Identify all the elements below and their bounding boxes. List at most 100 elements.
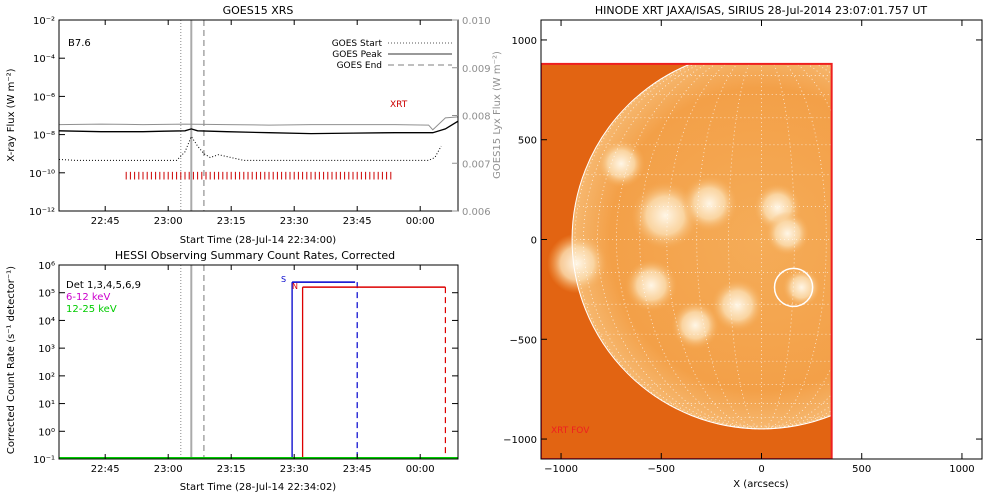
- hessi-y-tick-label: 10⁵: [38, 289, 55, 300]
- hessi-x-label: Start Time (28-Jul-14 22:34:02): [180, 482, 337, 493]
- legend-goes-start: GOES Start: [332, 39, 383, 49]
- grid-lines: [572, 63, 832, 430]
- longitude-line: [761, 63, 795, 430]
- goes-y2-label: GOES15 Lyx Flux (W m⁻²): [492, 51, 503, 179]
- xrt-x-axis: −1000 −500 0 500 1000: [544, 20, 975, 475]
- goes-right-y-axis: 0.006 0.007 0.008 0.009 0.010: [452, 16, 491, 218]
- goes-y-tick-label: 10⁻¹⁰: [29, 169, 55, 180]
- hessi-title: HESSI Observing Summary Count Rates, Cor…: [115, 249, 395, 262]
- xrt-y-tick-label: −1000: [503, 435, 537, 446]
- active-region-emission: [765, 211, 810, 256]
- xrt-title: HINODE XRT JAXA/ISAS, SIRIUS 28-Jul-2014…: [595, 4, 928, 17]
- longitude-line: [761, 63, 832, 430]
- xrt-y-tick-label: 0: [531, 236, 537, 247]
- legend-12-25-kev: 12-25 keV: [66, 304, 117, 315]
- hessi-y-label: Corrected Count Rate (s⁻¹ detector⁻¹): [6, 266, 17, 454]
- hessi-y-tick-label: 10³: [38, 344, 55, 355]
- goes-x-tick-label: 23:30: [280, 216, 309, 227]
- goes-x-tick-label: 22:45: [91, 216, 120, 227]
- active-region-emission: [547, 233, 608, 294]
- hessi-count-rate-panel: HESSI Observing Summary Count Rates, Cor…: [6, 249, 459, 493]
- goes-y-tick-label: 10⁻⁸: [33, 131, 55, 142]
- hessi-y-axis: 10⁻¹ 10⁰ 10¹ 10² 10³ 10⁴ 10⁵ 10⁶: [33, 261, 458, 466]
- active-region-emission: [597, 139, 646, 188]
- goes-y-tick-label: 10⁻⁶: [33, 92, 55, 103]
- hessi-x-tick-label: 23:45: [343, 464, 372, 475]
- xrt-marker-label: XRT: [390, 100, 408, 110]
- xrt-x-tick-label: 1000: [949, 464, 974, 475]
- xrt-x-tick-label: −500: [648, 464, 675, 475]
- longitude-line: [666, 63, 762, 430]
- goes-class-label: B7.6: [68, 38, 91, 49]
- hessi-x-tick-label: 23:00: [154, 464, 183, 475]
- goes-y-tick-label: 10⁻⁴: [33, 54, 55, 65]
- goes-plot-area: [59, 20, 458, 211]
- hessi-plot-clip: [59, 265, 458, 459]
- goes-y-label: X-ray Flux (W m⁻²): [6, 68, 17, 161]
- xrt-x-tick-label: 0: [758, 464, 764, 475]
- active-region-emission: [782, 268, 821, 307]
- goes-series-long: [59, 120, 458, 135]
- legend-goes-end: GOES End: [337, 61, 382, 71]
- goes-series-short: [59, 135, 442, 161]
- longitude-line: [696, 63, 762, 430]
- goes-xrs-panel: GOES15 XRS 22:45 23:00 23:15 23:30 23:45 00:0…: [6, 4, 503, 246]
- hessi-saa-label: S: [281, 275, 286, 284]
- goes-y2-tick-label: 0.009: [462, 64, 491, 75]
- goes-plot-clip: [59, 20, 458, 211]
- hessi-y-tick-label: 10⁻¹: [33, 455, 55, 466]
- hessi-x-tick-label: 00:00: [406, 464, 435, 475]
- hessi-y-tick-label: 10⁶: [38, 261, 55, 272]
- xrt-x-label: X (arcsecs): [733, 479, 789, 490]
- hessi-x-tick-label: 23:15: [217, 464, 246, 475]
- xrt-fov-label: XRT FOV: [551, 426, 590, 436]
- goes-x-tick-label: 23:15: [217, 216, 246, 227]
- goes-x-tick-label: 23:00: [154, 216, 183, 227]
- longitude-line: [597, 63, 762, 430]
- heliographic-grid: [572, 63, 832, 430]
- xrt-y-tick-label: 500: [518, 136, 537, 147]
- longitude-line: [728, 63, 762, 430]
- goes-legend: GOES Start GOES Peak GOES End: [332, 39, 452, 71]
- longitude-line: [639, 63, 762, 430]
- hessi-night-label: N: [292, 282, 298, 291]
- xrt-y-tick-label: 1000: [512, 36, 537, 47]
- fov-rectangle: [541, 62, 833, 459]
- hessi-legend: Det 1,3,4,5,6,9 6-12 keV 12-25 keV: [66, 280, 141, 315]
- goes-x-tick-label: 23:45: [343, 216, 372, 227]
- active-region-emission: [681, 175, 738, 232]
- goes-y2-tick-label: 0.006: [462, 207, 491, 218]
- xrt-image-panel: HINODE XRT JAXA/ISAS, SIRIUS 28-Jul-2014…: [503, 4, 983, 490]
- hessi-plot-area: [59, 265, 458, 459]
- goes-x-axis: 22:45 23:00 23:15 23:30 23:45 00:00: [91, 20, 435, 227]
- xrt-fov-box: [541, 62, 833, 459]
- legend-6-12-kev: 6-12 keV: [66, 292, 110, 303]
- goes-x-tick-label: 00:00: [406, 216, 435, 227]
- hessi-y-tick-label: 10⁴: [38, 316, 55, 327]
- goes-y2-tick-label: 0.008: [462, 112, 491, 123]
- goes-y-axis: 10⁻¹² 10⁻¹⁰ 10⁻⁸ 10⁻⁶ 10⁻⁴ 10⁻²: [29, 16, 65, 218]
- goes-y2-tick-label: 0.010: [462, 16, 491, 27]
- goes-y-tick-label: 10⁻²: [33, 16, 55, 27]
- longitude-line: [574, 63, 762, 430]
- goes-y2-tick-label: 0.007: [462, 159, 491, 170]
- hessi-x-axis: 22:45 23:00 23:15 23:30 23:45 00:00: [91, 265, 435, 475]
- hessi-frame: [58, 264, 459, 460]
- active-region-emission: [711, 279, 764, 332]
- xrt-y-axis: −1000 −500 0 500 1000: [503, 36, 982, 446]
- goes-title: GOES15 XRS: [223, 4, 294, 17]
- xrt-y-tick-label: −500: [510, 335, 537, 346]
- longitude-line: [761, 63, 827, 430]
- legend-detectors: Det 1,3,4,5,6,9: [66, 280, 141, 291]
- goes-y-tick-label: 10⁻¹²: [29, 207, 55, 218]
- goes-frame: [58, 19, 459, 212]
- active-region-emission: [671, 301, 720, 350]
- hessi-x-tick-label: 22:45: [91, 464, 120, 475]
- sun-in-fov: [547, 63, 832, 430]
- sun-image: [541, 63, 832, 459]
- hessi-y-tick-label: 10¹: [38, 400, 55, 411]
- longitude-line: [583, 63, 762, 430]
- active-region-emission: [625, 259, 678, 312]
- goes-series-lyx: [59, 116, 458, 131]
